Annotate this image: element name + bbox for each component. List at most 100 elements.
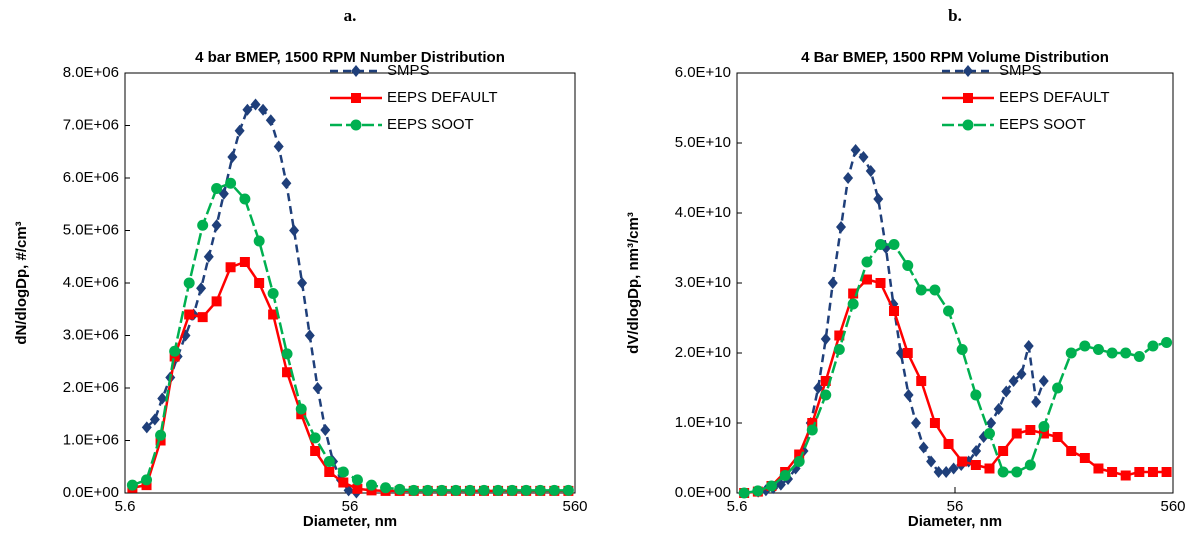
marker [833,344,845,355]
marker [520,484,532,496]
panel-label: b. [948,6,962,25]
marker [265,114,276,127]
marker [1161,467,1172,477]
marker [873,193,884,205]
marker [843,172,854,184]
marker [1120,470,1131,481]
marker [943,439,954,449]
x-tick-label: 56 [947,498,964,515]
marker [268,309,279,320]
legend-marker [962,119,974,131]
marker [450,484,462,496]
marker [916,376,927,386]
marker [203,250,214,263]
y-tick-label: 6.0E+10 [675,64,731,81]
x-tick-label: 56 [342,498,359,515]
chart-title: 4 bar BMEP, 1500 RPM Number Distribution [195,49,505,66]
marker [970,460,981,470]
marker [1133,351,1145,362]
marker [806,424,818,436]
marker [847,298,859,310]
marker [948,462,959,475]
marker [1134,467,1145,477]
marker [752,485,764,497]
marker [1161,337,1173,348]
marker [1106,347,1118,359]
marker [998,446,1009,456]
marker [1001,385,1012,398]
marker [281,348,293,360]
marker [394,483,406,495]
marker [915,284,927,296]
x-axis-title: Diameter, nm [908,513,1002,530]
marker [149,413,160,426]
series-line [132,260,569,493]
marker [253,235,265,247]
marker [351,474,363,486]
marker [1016,368,1027,380]
marker [225,177,237,189]
marker [323,456,335,467]
marker [157,392,168,405]
marker [352,483,363,494]
marker [464,484,476,496]
marker [903,389,914,401]
marker [254,278,265,288]
legend-label: EEPS DEFAULT [999,89,1110,106]
marker [902,260,914,271]
marker [281,177,292,190]
marker [155,429,167,441]
marker [858,151,869,163]
y-tick-label: 3.0E+06 [63,326,119,343]
marker [850,144,861,156]
marker [436,484,448,496]
marker [309,432,321,444]
marker [310,446,321,456]
marker [1065,347,1077,359]
marker [793,456,805,467]
marker [366,479,378,491]
marker [1011,466,1023,478]
marker [258,103,269,116]
marker [408,484,420,496]
marker [1031,396,1042,408]
legend-marker [350,119,362,131]
y-tick-label: 8.0E+06 [63,64,119,81]
marker [986,417,997,429]
marker [267,288,279,299]
x-tick-label: 560 [1160,498,1185,515]
marker [295,403,307,415]
marker [902,348,913,358]
marker [1008,375,1019,387]
marker [888,306,899,316]
legend-label: EEPS SOOT [999,116,1086,133]
marker [1066,446,1077,456]
marker [324,467,335,477]
marker [861,274,872,285]
marker [273,140,284,153]
marker [779,470,791,481]
marker [984,463,995,474]
marker [820,376,831,386]
marker [834,330,845,341]
marker [738,487,750,499]
marker [211,219,222,232]
marker [1147,340,1159,352]
marker [548,484,560,496]
marker [1024,459,1036,471]
marker [250,98,261,111]
marker [234,124,245,137]
legend-label: EEPS SOOT [387,116,474,133]
marker [211,296,222,307]
legend-label: SMPS [999,62,1042,79]
marker [820,333,831,345]
marker [926,455,937,468]
marker [911,417,922,429]
legend-label: EEPS DEFAULT [387,89,498,106]
y-tick-label: 5.0E+06 [63,221,119,238]
marker [997,466,1009,478]
marker [197,312,208,323]
marker [943,305,955,317]
marker [993,403,1004,415]
series-line [743,243,1167,495]
